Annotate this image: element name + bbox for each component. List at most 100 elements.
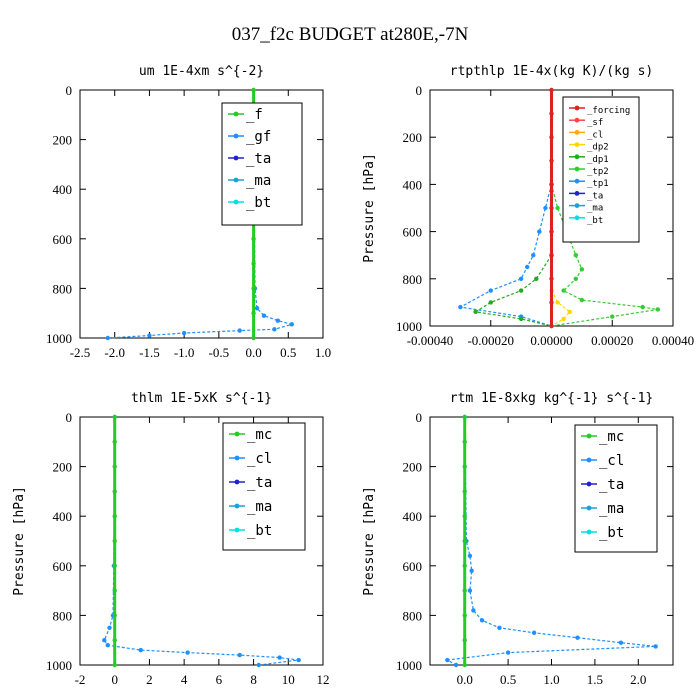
series-point (181, 330, 187, 336)
series-point (640, 304, 645, 310)
series-point (543, 205, 548, 211)
x-tick-label: 0.00020 (591, 333, 633, 348)
series-point (251, 236, 256, 241)
series-point (531, 630, 537, 635)
y-axis-label: Pressure [hPa] (362, 486, 377, 596)
series-point (549, 205, 554, 211)
y-tick-label: 0 (416, 410, 423, 425)
y-tick-label: 400 (53, 182, 73, 197)
series-point (518, 276, 524, 281)
series-point (147, 333, 152, 338)
series-point (112, 538, 117, 544)
legend-entry: _bt (246, 195, 271, 211)
plot-frame (79, 89, 324, 339)
series-point (105, 642, 110, 648)
x-tick-label: -2.0 (104, 345, 125, 360)
legend-entry: _cl (247, 451, 272, 467)
series-point (534, 276, 539, 281)
series-point (488, 300, 493, 305)
series-point (445, 657, 450, 663)
y-tick-label: 0 (416, 83, 423, 98)
series-point (251, 87, 256, 93)
x-tick-label: -2 (75, 672, 86, 687)
x-tick-label: 12 (317, 672, 330, 687)
series-point (467, 588, 473, 593)
series-point (618, 640, 624, 645)
series-point (549, 300, 554, 305)
y-axis-label: Pressure [hPa] (362, 153, 377, 263)
series-point (518, 316, 524, 322)
series-point (469, 568, 474, 573)
legend-entry: _ma (247, 499, 272, 515)
legend-marker (574, 117, 580, 123)
legend-marker (574, 142, 580, 148)
series-point (573, 253, 578, 258)
series-point (251, 335, 256, 341)
legend-marker (586, 457, 592, 463)
y-tick-label: 600 (53, 559, 73, 574)
y-tick-label: 1000 (396, 658, 422, 673)
series-point (277, 655, 282, 660)
y-tick-label: 400 (53, 509, 73, 524)
legend-marker (233, 177, 239, 183)
y-tick-label: 200 (403, 460, 423, 475)
x-tick-label: 2.0 (630, 672, 646, 687)
legend-marker (574, 154, 580, 160)
x-tick-label: -1.5 (139, 345, 160, 360)
series-point (185, 650, 190, 655)
legend-entry: _cl (599, 453, 624, 469)
legend-marker (233, 155, 239, 161)
x-tick-label: -0.5 (209, 345, 230, 360)
legend-entry: _mc (599, 429, 624, 445)
series-point (138, 647, 143, 653)
series-point (112, 662, 117, 668)
chart-panel-3: thlm 1E-5xK s^{-1} Pressure [hPa] 0 200 400 6… (12, 391, 330, 687)
legend-entry: _bt (247, 523, 272, 539)
y-tick-label: 200 (53, 460, 73, 475)
series-point (555, 300, 560, 305)
series-point (518, 288, 524, 293)
legend-entry: _bt (599, 525, 624, 541)
series-point (549, 229, 554, 234)
series-point (296, 657, 301, 663)
legend-entry: _ta (587, 191, 603, 201)
series-point (251, 261, 256, 266)
x-tick-label: -2.5 (70, 345, 91, 360)
series-point (505, 650, 511, 655)
x-tick-label: 6 (216, 672, 223, 687)
legend-marker (574, 178, 580, 184)
series-point (102, 638, 107, 643)
x-tick-label: 4 (181, 672, 188, 687)
series-line-tp1 (458, 184, 553, 327)
legend-entry: _f (246, 107, 263, 123)
series-point (525, 264, 530, 270)
series-point (610, 314, 615, 319)
series-point (579, 297, 585, 303)
series-point (549, 276, 554, 281)
y-tick-label: 0 (66, 410, 73, 425)
x-tick-label: 1.0 (315, 345, 331, 360)
series-point (256, 662, 261, 668)
series-point (112, 489, 117, 494)
x-tick-label: 0 (111, 672, 118, 687)
series-point (237, 652, 242, 658)
series-point (112, 613, 117, 618)
legend-entry: _bt (587, 216, 603, 226)
series-line-dp2 (550, 290, 571, 327)
legend-marker (574, 191, 580, 196)
series-point (237, 328, 242, 333)
series-point (561, 288, 566, 293)
x-tick-label: 0.5 (280, 345, 296, 360)
y-tick-label: 1000 (46, 658, 72, 673)
legend-entry: _ma (587, 204, 603, 214)
legend-marker (574, 203, 580, 209)
legend-marker (574, 215, 580, 221)
series-point (112, 563, 117, 568)
legend-marker (586, 481, 592, 487)
panel-title: um 1E-4xm s^{-2} (139, 64, 264, 79)
series-point (549, 253, 554, 258)
x-tick-label: 1.0 (543, 672, 559, 687)
series-point (555, 205, 560, 211)
panel-title: rtpthlp 1E-4x(kg K)/(kg s) (450, 64, 654, 79)
y-axis-label: Pressure [hPa] (12, 486, 27, 596)
